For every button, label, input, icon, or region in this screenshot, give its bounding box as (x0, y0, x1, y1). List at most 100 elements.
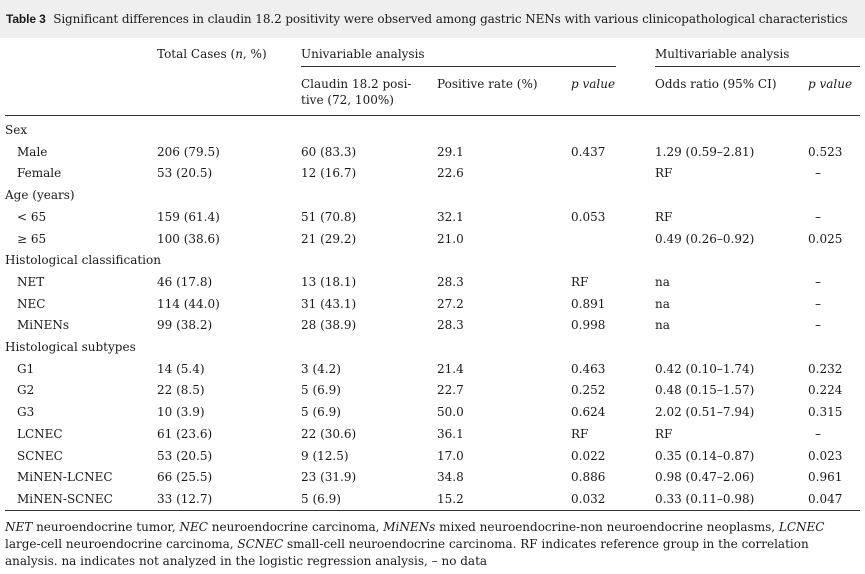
cell-p-value-multi: 0.523 (808, 144, 843, 159)
footnote-scnec-abbr: SCNEC (237, 537, 284, 551)
cell-p-value-uni: 0.252 (571, 383, 606, 398)
header-odds-ratio: Odds ratio (95% CI) (655, 77, 777, 91)
cell-p-value-uni: RF (571, 274, 589, 289)
cell-p-value-multi: 0.315 (808, 405, 843, 420)
cell-p-value-multi: 0.224 (808, 383, 843, 398)
cell-odds-ratio: na (655, 296, 670, 311)
footnote-nec-abbr: NEC (179, 520, 208, 534)
cell-p-value-multi: – (815, 209, 821, 224)
cell-p-value-multi: 0.025 (808, 231, 843, 246)
table-bottom-rule (5, 510, 860, 511)
cell-odds-ratio: na (655, 318, 670, 333)
group-label: Age (years) (5, 188, 75, 203)
cell-p-value-multi: 0.047 (808, 491, 843, 506)
cell-positive-rate: 36.1 (437, 426, 464, 441)
cell-odds-ratio: 0.35 (0.14–0.87) (655, 448, 755, 463)
cell-total: 99 (38.2) (157, 318, 213, 333)
cell-total: 33 (12.7) (157, 491, 213, 506)
cell-claudin-positive: 5 (6.9) (301, 405, 341, 420)
cell-total: 100 (38.6) (157, 231, 220, 246)
group-label: Sex (5, 123, 28, 137)
cell-claudin-positive: 5 (6.9) (301, 383, 341, 398)
cell-total: 22 (8.5) (157, 383, 205, 398)
cell-p-value-uni: 0.886 (571, 470, 606, 485)
cell-claudin-positive: 31 (43.1) (301, 296, 357, 311)
cell-positive-rate: 32.1 (437, 209, 464, 224)
univariable-underline (301, 66, 616, 67)
row-label: G2 (17, 383, 35, 398)
row-label: Male (17, 144, 48, 159)
row-label: G1 (17, 361, 35, 376)
cell-total: 46 (17.8) (157, 274, 213, 289)
header-total-cases: Total Cases (n, %) (157, 46, 267, 62)
cell-positive-rate: 50.0 (437, 405, 464, 420)
footnote: NET neuroendocrine tumor, NEC neuroendoc… (5, 519, 860, 570)
footnote-minens-abbr: MiNENs (383, 520, 436, 534)
cell-p-value-uni: 0.891 (571, 296, 606, 311)
table-caption-text: Significant differences in claudin 18.2 … (53, 12, 848, 26)
row-label: SCNEC (17, 448, 63, 463)
cell-positive-rate: 21.0 (437, 231, 464, 246)
cell-odds-ratio: RF (655, 166, 673, 181)
cell-positive-rate: 28.3 (437, 318, 464, 333)
cell-p-value-uni: 0.463 (571, 361, 606, 376)
cell-total: 114 (44.0) (157, 296, 220, 311)
group-label: Histological classification (5, 253, 161, 268)
footnote-lcnec-text: large-cell neuroendocrine carcinoma, (5, 537, 238, 551)
header-claudin-line1: Claudin 18.2 posi- (301, 77, 412, 91)
row-label: NEC (17, 296, 46, 311)
cell-odds-ratio: 0.98 (0.47–2.06) (655, 470, 755, 485)
cell-claudin-positive: 28 (38.9) (301, 318, 357, 333)
header-positive-rate: Positive rate (%) (437, 77, 538, 91)
cell-total: 14 (5.4) (157, 361, 205, 376)
cell-odds-ratio: RF (655, 209, 673, 224)
cell-positive-rate: 15.2 (437, 491, 464, 506)
cell-positive-rate: 27.2 (437, 296, 464, 311)
cell-claudin-positive: 3 (4.2) (301, 361, 341, 376)
cell-odds-ratio: 1.29 (0.59–2.81) (655, 144, 755, 159)
cell-p-value-multi: 0.961 (808, 470, 843, 485)
footnote-minens-text: mixed neuroendocrine-non neuroendocrine … (435, 520, 779, 534)
cell-total: 206 (79.5) (157, 144, 220, 159)
cell-total: 10 (3.9) (157, 405, 205, 420)
footnote-net-text: neuroendocrine tumor, (32, 520, 180, 534)
cell-odds-ratio: 0.48 (0.15–1.57) (655, 383, 755, 398)
header-univariable: Univariable analysis (301, 47, 425, 61)
header-bottom-rule (5, 115, 860, 116)
cell-p-value-multi: – (815, 166, 821, 181)
header-total-cases-text: Total Cases (n, %) (157, 47, 267, 61)
footnote-scnec-text: small-cell neuroendocrine carcinoma. RF … (5, 537, 809, 568)
row-label: LCNEC (17, 426, 63, 441)
cell-claudin-positive: 60 (83.3) (301, 144, 357, 159)
cell-positive-rate: 22.6 (437, 166, 464, 181)
row-label: MiNEN-LCNEC (17, 470, 113, 485)
cell-positive-rate: 17.0 (437, 448, 464, 463)
row-label: G3 (17, 405, 35, 420)
row-label: NET (17, 274, 45, 289)
cell-p-value-uni: 0.437 (571, 144, 606, 159)
cell-p-value-multi: 0.023 (808, 448, 843, 463)
multivariable-underline (655, 66, 860, 67)
cell-claudin-positive: 5 (6.9) (301, 491, 341, 506)
cell-odds-ratio: 0.49 (0.26–0.92) (655, 231, 755, 246)
footnote-nec-text: neuroendocrine carcinoma, (207, 520, 384, 534)
row-label: < 65 (17, 209, 47, 224)
cell-odds-ratio: na (655, 274, 670, 289)
cell-positive-rate: 22.7 (437, 383, 464, 398)
header-p-value-multi: p value (808, 77, 853, 91)
cell-p-value-multi: 0.232 (808, 361, 843, 376)
cell-p-value-uni: 0.022 (571, 448, 606, 463)
header-claudin-positive: Claudin 18.2 posi- tive (72, 100%) (301, 76, 411, 108)
cell-claudin-positive: 9 (12.5) (301, 448, 349, 463)
row-label: MiNEN-SCNEC (17, 491, 113, 506)
row-label: Female (17, 166, 62, 181)
footnote-lcnec-abbr: LCNEC (778, 520, 825, 534)
cell-total: 159 (61.4) (157, 209, 220, 224)
cell-claudin-positive: 13 (18.1) (301, 274, 357, 289)
row-label: MiNENs (17, 318, 70, 333)
row-label: ≥ 65 (17, 231, 47, 246)
header-claudin-line2: tive (72, 100%) (301, 93, 394, 107)
cell-p-value-multi: – (815, 426, 821, 441)
cell-claudin-positive: 22 (30.6) (301, 426, 357, 441)
cell-claudin-positive: 21 (29.2) (301, 231, 357, 246)
